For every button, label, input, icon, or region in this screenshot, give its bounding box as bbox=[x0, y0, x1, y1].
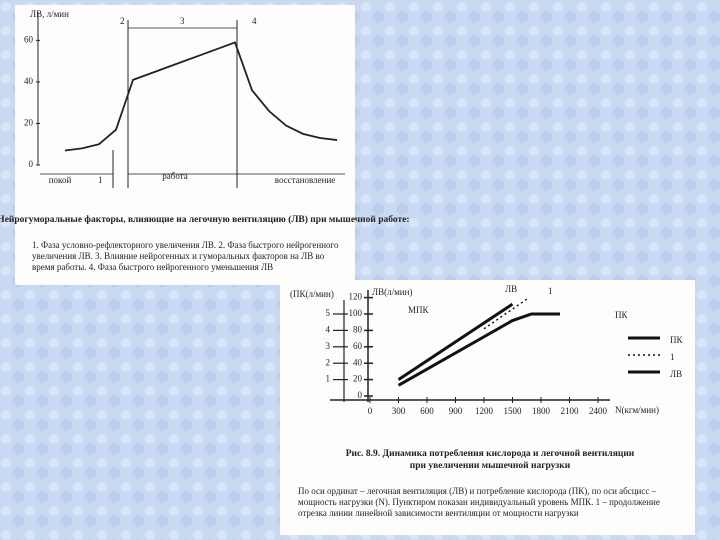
y2-axis-title: (ПК(л/мин) bbox=[290, 289, 334, 299]
x-tick-label: 1200 bbox=[475, 406, 494, 416]
caption: при увеличении мышечной нагрузки bbox=[410, 460, 571, 471]
y-tick-label: 80 bbox=[353, 324, 363, 334]
legend-label: ПК bbox=[670, 335, 683, 345]
annotation: МПК bbox=[408, 305, 430, 315]
phase-number: 3 bbox=[180, 16, 185, 26]
y-tick-label: 20 bbox=[353, 374, 363, 384]
y-tick-label: 60 bbox=[353, 341, 363, 351]
y-axis-title: ЛВ(л/мин) bbox=[372, 287, 412, 297]
x-tick-label: 1500 bbox=[504, 406, 523, 416]
y2-tick-label: 2 bbox=[326, 357, 331, 367]
line-label: 1 bbox=[548, 286, 553, 296]
y-tick-label: 40 bbox=[24, 76, 34, 86]
y-tick-label: 20 bbox=[24, 118, 34, 128]
y2-tick-label: 3 bbox=[326, 341, 331, 351]
period-label: восстановление bbox=[275, 175, 336, 185]
y2-tick-label: 1 bbox=[326, 374, 331, 384]
legend-label: 1 bbox=[670, 352, 675, 362]
x-tick-label: 2100 bbox=[561, 406, 580, 416]
y-axis-title: ЛВ, л/мин bbox=[30, 9, 69, 19]
y-tick-label: 100 bbox=[349, 308, 363, 318]
phase-number: 2 bbox=[120, 16, 125, 26]
y2-tick-label: 4 bbox=[326, 324, 331, 334]
x-tick-label: 600 bbox=[420, 406, 434, 416]
y2-tick-label: 5 bbox=[326, 308, 331, 318]
figure-1 bbox=[15, 5, 355, 285]
y-tick-label: 60 bbox=[24, 34, 34, 44]
line-label: ПК bbox=[615, 310, 628, 320]
phase-number: 4 bbox=[252, 16, 257, 26]
caption: Рис. 8.9. Динамика потребления кислорода… bbox=[346, 448, 635, 459]
legend-label: ЛВ bbox=[670, 369, 682, 379]
series-line bbox=[397, 302, 514, 381]
x-tick-label: 300 bbox=[392, 406, 406, 416]
figure-2-content: ЛВ(л/мин)(ПК(л/мин)N(кгм/мин)МПК02040608… bbox=[290, 284, 683, 518]
period-label: работа bbox=[162, 171, 188, 181]
y-tick-label: 120 bbox=[349, 292, 363, 302]
series-line bbox=[397, 312, 560, 387]
curve bbox=[64, 41, 338, 152]
note-line: 1. Фаза условно-рефлекторного увеличения… bbox=[32, 240, 339, 250]
x-tick-label: 900 bbox=[449, 406, 463, 416]
note-line: отрезка линии линейной зависимости венти… bbox=[298, 508, 579, 518]
y-tick-label: 0 bbox=[29, 159, 34, 169]
x-tick-label: 2400 bbox=[589, 406, 608, 416]
figure-1-content: ЛВ, л/мин 0 20 40 60 1 2 3 4 покой работа восстанов… bbox=[0, 9, 410, 272]
period-label: покой bbox=[49, 175, 72, 185]
x-axis-title: N(кгм/мин) bbox=[615, 405, 659, 415]
series-line bbox=[483, 298, 528, 330]
note-line: По оси ординат – легочная вентиляция (ЛВ… bbox=[298, 486, 657, 496]
note-line: мощность нагрузки (N). Пунктиром показан… bbox=[298, 497, 660, 507]
x-tick-label: 0 bbox=[368, 406, 373, 416]
note-line: увеличения ЛВ. 3. Влияние нейрогенных и … bbox=[32, 251, 325, 261]
x-tick-label: 1800 bbox=[532, 406, 551, 416]
caption: Рис. 8.8. Нейрогуморальные факторы, влия… bbox=[0, 214, 410, 225]
y-tick-label: 0 bbox=[358, 390, 363, 400]
note-line: время работы. 4. Фаза быстрого нейрогенн… bbox=[32, 262, 273, 272]
y-tick-label: 40 bbox=[353, 357, 363, 367]
phase-number: 1 bbox=[98, 175, 103, 185]
line-label: ЛВ bbox=[505, 284, 517, 294]
